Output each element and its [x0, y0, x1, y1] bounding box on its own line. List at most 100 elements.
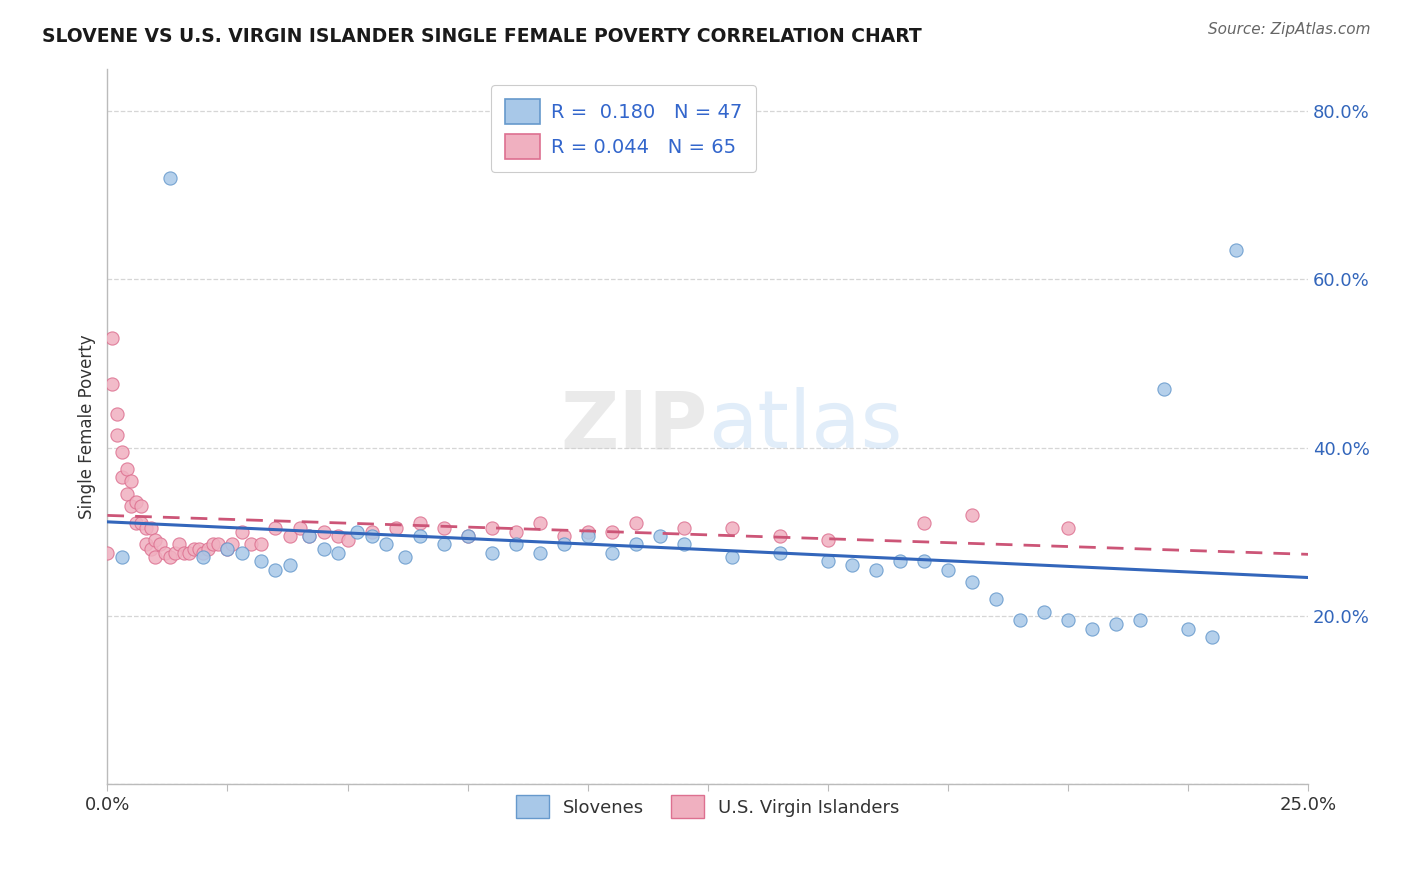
Point	[250, 537, 273, 551]
Point	[841, 558, 863, 573]
Point	[139, 541, 162, 556]
Point	[145, 549, 167, 564]
Point	[115, 487, 138, 501]
Point	[96, 546, 118, 560]
Point	[183, 541, 205, 556]
Point	[105, 428, 128, 442]
Point	[889, 554, 911, 568]
Point	[457, 529, 479, 543]
Point	[221, 537, 243, 551]
Point	[264, 520, 287, 534]
Point	[576, 529, 599, 543]
Point	[1057, 520, 1080, 534]
Legend: Slovenes, U.S. Virgin Islanders: Slovenes, U.S. Virgin Islanders	[509, 788, 907, 825]
Point	[193, 546, 215, 560]
Point	[624, 516, 647, 531]
Point	[240, 537, 263, 551]
Point	[336, 533, 359, 548]
Point	[375, 537, 398, 551]
Point	[1105, 617, 1128, 632]
Point	[433, 520, 456, 534]
Point	[672, 537, 695, 551]
Point	[529, 516, 551, 531]
Point	[207, 537, 229, 551]
Point	[120, 474, 142, 488]
Point	[115, 461, 138, 475]
Point	[217, 541, 239, 556]
Point	[125, 516, 148, 531]
Point	[163, 546, 186, 560]
Point	[125, 495, 148, 509]
Y-axis label: Single Female Poverty: Single Female Poverty	[79, 334, 96, 519]
Point	[197, 541, 219, 556]
Point	[298, 529, 321, 543]
Point	[769, 546, 792, 560]
Point	[817, 533, 839, 548]
Point	[231, 546, 253, 560]
Point	[624, 537, 647, 551]
Point	[600, 546, 623, 560]
Point	[394, 549, 416, 564]
Point	[817, 554, 839, 568]
Point	[481, 520, 503, 534]
Point	[149, 537, 172, 551]
Point	[865, 563, 887, 577]
Point	[159, 171, 181, 186]
Point	[912, 516, 935, 531]
Point	[553, 537, 575, 551]
Point	[139, 520, 162, 534]
Point	[505, 537, 527, 551]
Point	[457, 529, 479, 543]
Point	[600, 524, 623, 539]
Point	[1201, 630, 1223, 644]
Point	[278, 529, 301, 543]
Point	[326, 546, 349, 560]
Point	[129, 500, 152, 514]
Point	[312, 524, 335, 539]
Point	[505, 524, 527, 539]
Point	[648, 529, 671, 543]
Point	[193, 549, 215, 564]
Point	[326, 529, 349, 543]
Point	[912, 554, 935, 568]
Text: ZIP: ZIP	[561, 387, 707, 466]
Point	[217, 541, 239, 556]
Point	[202, 537, 225, 551]
Point	[111, 470, 134, 484]
Point	[101, 377, 124, 392]
Point	[145, 533, 167, 548]
Point	[231, 524, 253, 539]
Point	[720, 520, 742, 534]
Point	[576, 524, 599, 539]
Point	[159, 549, 181, 564]
Point	[1057, 613, 1080, 627]
Point	[187, 541, 209, 556]
Point	[135, 520, 157, 534]
Point	[278, 558, 301, 573]
Text: atlas: atlas	[707, 387, 903, 466]
Point	[1081, 622, 1104, 636]
Text: Source: ZipAtlas.com: Source: ZipAtlas.com	[1208, 22, 1371, 37]
Point	[984, 592, 1007, 607]
Point	[529, 546, 551, 560]
Point	[960, 508, 983, 522]
Point	[312, 541, 335, 556]
Point	[288, 520, 311, 534]
Point	[1225, 243, 1247, 257]
Point	[553, 529, 575, 543]
Point	[111, 549, 134, 564]
Text: SLOVENE VS U.S. VIRGIN ISLANDER SINGLE FEMALE POVERTY CORRELATION CHART: SLOVENE VS U.S. VIRGIN ISLANDER SINGLE F…	[42, 27, 922, 45]
Point	[481, 546, 503, 560]
Point	[298, 529, 321, 543]
Point	[720, 549, 742, 564]
Point	[169, 537, 191, 551]
Point	[672, 520, 695, 534]
Point	[129, 516, 152, 531]
Point	[177, 546, 200, 560]
Point	[769, 529, 792, 543]
Point	[101, 331, 124, 345]
Point	[135, 537, 157, 551]
Point	[936, 563, 959, 577]
Point	[360, 529, 382, 543]
Point	[1129, 613, 1152, 627]
